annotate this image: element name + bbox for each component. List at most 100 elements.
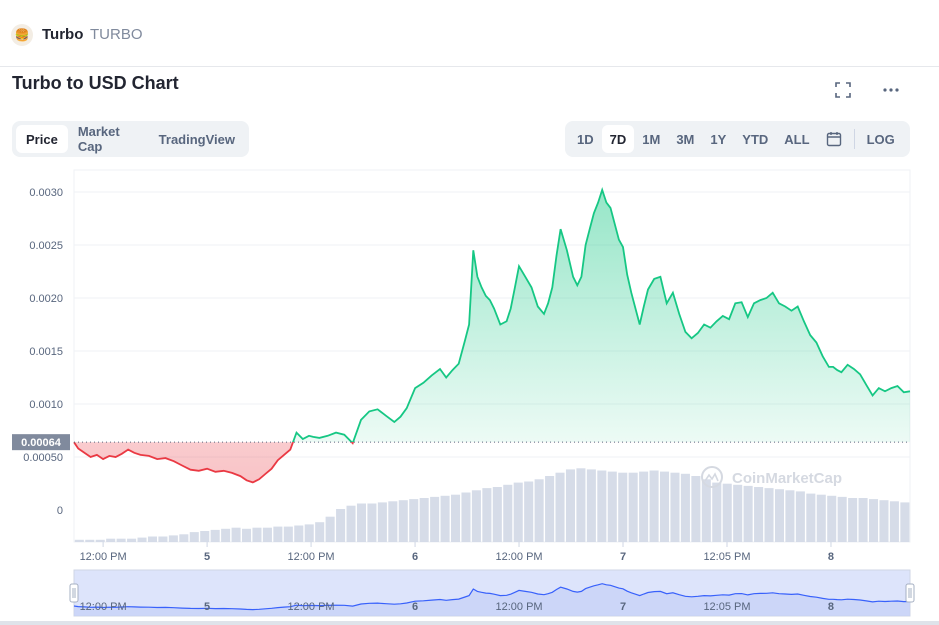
volume-bar [722, 483, 732, 542]
calendar-icon[interactable] [818, 125, 850, 153]
navigator-line [73, 583, 911, 611]
volume-bar [869, 499, 879, 542]
volume-bar [545, 476, 555, 542]
volume-bar [430, 496, 440, 542]
x-tick-label: 8 [828, 551, 834, 563]
time-range-tabs: 1D 7D 1M 3M 1Y YTD ALL LOG [565, 121, 910, 157]
volume-bar [346, 505, 356, 542]
volume-bar [503, 484, 513, 542]
area-down [74, 442, 354, 483]
volume-bar [670, 472, 680, 542]
y-tick-label: 0.0025 [29, 240, 63, 252]
volume-bar [712, 482, 722, 542]
volume-bar [210, 529, 220, 542]
y-axis: 0.0030 0.0025 0.0020 0.0015 0.0010 0.00050 0 [23, 187, 63, 517]
page-bottom-border [0, 621, 939, 625]
volume-bar [419, 498, 429, 542]
volume-bar [607, 471, 617, 542]
volume-bar [628, 472, 638, 542]
log-toggle[interactable]: LOG [866, 131, 895, 147]
y-tick-label: 0.0010 [29, 399, 63, 411]
navigator-tick-label: 6 [412, 601, 418, 613]
volume-bar [273, 526, 283, 542]
volume-bar [221, 528, 231, 542]
range-all[interactable]: ALL [784, 131, 810, 147]
navigator-left-handle[interactable] [69, 583, 79, 603]
x-tick-label: 5 [204, 551, 210, 563]
coin-symbol: TURBO [90, 26, 143, 43]
turbo-logo: 🍔 [11, 24, 33, 46]
volume-bar [555, 472, 565, 542]
more-icon[interactable] [881, 80, 901, 100]
reference-label: 0.00064 [21, 437, 62, 449]
navigator-tick-label: 5 [204, 601, 210, 613]
x-tick-label: 7 [620, 551, 626, 563]
volume-bar [158, 536, 168, 542]
volume-bar [816, 494, 826, 542]
volume-bar [586, 469, 596, 542]
volume-bar [701, 479, 711, 542]
tab-market-cap[interactable]: Market Cap [77, 124, 120, 154]
tab-price[interactable]: Price [16, 125, 68, 153]
plot-frame [73, 169, 911, 543]
chart-type-tabs: Price Market Cap TradingView [12, 121, 249, 157]
range-ytd[interactable]: YTD [742, 131, 769, 147]
volume-bar [597, 470, 607, 542]
range-7d[interactable]: 7D [601, 125, 635, 153]
reference-label-bg [12, 434, 70, 451]
range-1d[interactable]: 1D [577, 131, 594, 147]
range-navigator[interactable]: 12:00 PM 5 12:00 PM 6 12:00 PM 7 12:05 PM 8 [69, 569, 915, 617]
area-up [74, 189, 910, 443]
volume-bar [858, 498, 868, 542]
volume-bar [513, 482, 523, 542]
range-3m[interactable]: 3M [676, 131, 695, 147]
navigator-right-handle[interactable] [905, 583, 915, 603]
price-area [74, 189, 910, 483]
volume-bar [492, 487, 502, 542]
line-above-reference [74, 187, 911, 443]
navigator-tick-label: 12:00 PM [288, 601, 335, 613]
volume-bar [336, 509, 346, 542]
divider [853, 129, 855, 149]
volume-bar [461, 492, 471, 542]
volume-bar [848, 498, 858, 542]
volume-bar [471, 490, 481, 542]
volume-bar [440, 495, 450, 542]
range-1y[interactable]: 1Y [710, 131, 727, 147]
volume-bar [565, 469, 575, 542]
x-tick-label: 12:05 PM [703, 551, 750, 563]
volume-bar [127, 538, 137, 542]
y-tick-label: 0.0015 [29, 346, 63, 358]
volume-bar [325, 516, 335, 542]
navigator-area [74, 583, 910, 616]
volume-bar [900, 502, 910, 542]
x-tick-label: 6 [412, 551, 418, 563]
range-1m[interactable]: 1M [642, 131, 661, 147]
coin-name: Turbo [42, 26, 84, 43]
volume-bar [116, 538, 126, 542]
volume-bar [534, 479, 544, 542]
volume-bar [795, 491, 805, 542]
volume-bar [137, 537, 147, 542]
coinmarketcap-watermark: CoinMarketCap [701, 466, 842, 488]
expand-icon[interactable] [833, 80, 853, 100]
volume-bar [774, 489, 784, 542]
price-line [73, 187, 911, 484]
volume-bar [262, 527, 272, 542]
volume-bar [398, 500, 408, 542]
volume-bar [74, 539, 84, 542]
coin-header: 🍔 Turbo TURBO [0, 0, 939, 67]
volume-bar [806, 493, 816, 542]
volume-bar [649, 470, 659, 542]
reference-line: 0.00064 [12, 434, 910, 451]
tab-tradingview[interactable]: TradingView [158, 131, 235, 147]
volume-bar [524, 481, 534, 542]
volume-bar [304, 524, 314, 542]
volume-bar [242, 528, 252, 542]
volume-bar [106, 538, 116, 542]
y-tick-label: 0.00050 [23, 452, 63, 464]
volume-bar [409, 499, 419, 542]
volume-bar [294, 525, 304, 542]
x-tick-label: 12:00 PM [288, 551, 335, 563]
